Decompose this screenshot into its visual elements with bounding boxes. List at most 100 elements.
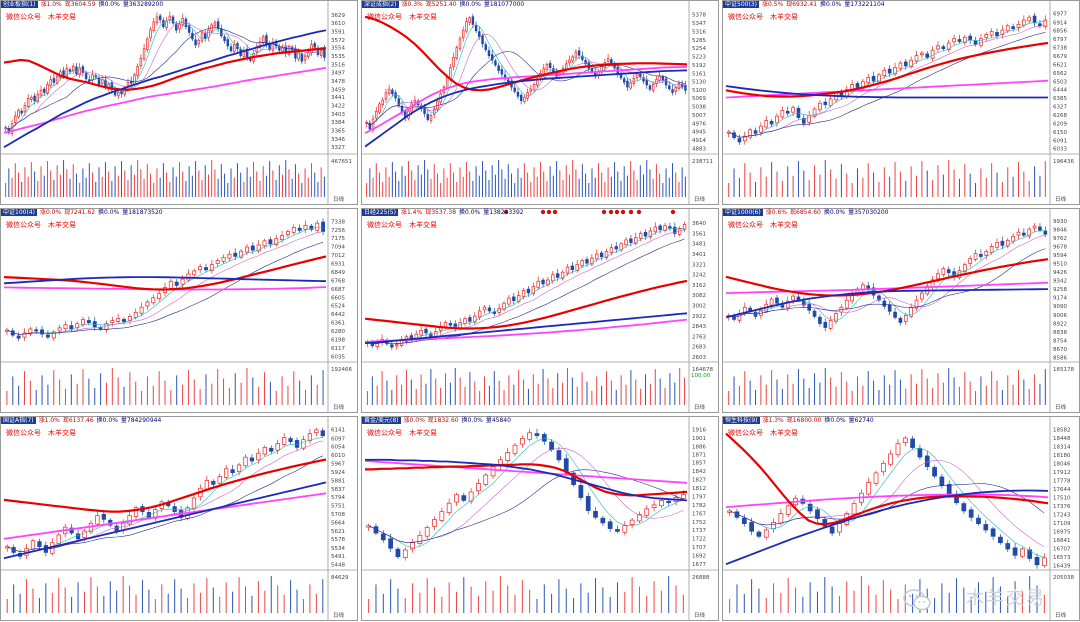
volume-bar — [133, 174, 135, 197]
chart-panel-4[interactable]: 7338 7256 7175 7094 7012 6931 6849 6768 6687 6605… — [0, 208, 358, 413]
volume-bar — [449, 382, 451, 405]
volume-bar — [233, 177, 235, 197]
volume-bar — [1036, 585, 1038, 613]
header-volume: 量363289200 — [122, 1, 164, 8]
y-tick-label: 8838 — [1053, 330, 1067, 336]
candle — [664, 75, 668, 89]
candle — [309, 223, 314, 232]
chart-panel-8[interactable]: 1916 1901 1886 1871 1857 1842 1827 1812 1797 1782… — [361, 416, 719, 621]
candle — [215, 258, 220, 268]
chart-panel-6[interactable]: 9930 9846 9762 9678 9594 9510 9426 9342 9258 9174… — [722, 208, 1080, 413]
volume-bar — [455, 591, 457, 613]
volume-bar — [781, 388, 783, 405]
volume-bar — [633, 170, 635, 197]
chart-panel-9[interactable]: 18582 18448 18314 18180 18046 17912 17778 17644… — [722, 416, 1080, 621]
y-tick-label: 5881 — [331, 478, 345, 484]
volume-bar — [773, 583, 775, 613]
volume-bar — [565, 165, 567, 197]
volume-bar — [436, 173, 438, 197]
volume-bar — [420, 174, 422, 197]
candle — [930, 46, 935, 62]
volume-bar — [291, 178, 293, 197]
volume-max-label: 165178 — [1053, 367, 1074, 373]
candle — [873, 470, 879, 487]
candle — [473, 312, 477, 325]
y-tick-label: 5534 — [331, 546, 345, 552]
candle — [127, 510, 132, 527]
candle — [577, 46, 581, 60]
y-tick-label: 9090 — [1053, 304, 1067, 310]
header-symbol: 创业板指(1) — [1, 1, 38, 8]
volume-bar — [236, 163, 238, 197]
candle — [526, 286, 531, 297]
volume-bar — [588, 183, 590, 197]
candle — [288, 436, 293, 445]
ma-line-thick — [364, 15, 688, 92]
volume-bar — [635, 379, 637, 405]
volume-bar — [615, 389, 617, 405]
chart-header: 中证100(4) 涨0.0% 现7241.62 换0.0% 量181873520 — [1, 208, 163, 217]
candle — [262, 445, 267, 457]
y-tick-label: 5794 — [331, 495, 345, 501]
ma-line-thick — [3, 47, 327, 91]
volume-bar — [401, 384, 403, 405]
candle — [397, 94, 401, 108]
chart-panel-3[interactable]: 6977 6914 6856 6797 6738 6679 6621 6562 6503 6444… — [722, 0, 1080, 205]
candle — [1020, 546, 1025, 559]
candle — [622, 76, 626, 86]
y-tick-label: 7094 — [331, 245, 345, 251]
volume-bar — [72, 164, 74, 197]
volume-bar — [225, 582, 227, 613]
chart-panel-1[interactable]: 3629 3610 3591 3572 3554 3535 3516 3497 3478 3459… — [0, 0, 358, 205]
volume-bar — [626, 175, 628, 197]
candle — [471, 13, 475, 29]
volume-bar — [970, 596, 972, 613]
candle — [22, 328, 27, 341]
candle — [28, 326, 33, 337]
candle — [399, 335, 404, 348]
volume-bar — [755, 389, 757, 405]
volume-bar — [41, 375, 43, 405]
candle — [775, 113, 779, 127]
candle — [599, 250, 604, 261]
y-tick-label: 7256 — [331, 228, 345, 234]
y-tick-label: 1797 — [692, 494, 706, 500]
period-label: 日线 — [1055, 403, 1067, 411]
volume-bar — [130, 165, 132, 197]
volume-bar — [309, 584, 311, 613]
candle — [482, 304, 487, 314]
candle — [187, 22, 191, 37]
header-turnover: 换0.0% — [96, 417, 118, 424]
volume-bar — [926, 378, 928, 405]
y-tick-label: 5254 — [692, 46, 706, 52]
ma-line-thin — [368, 438, 684, 548]
y-tick-label: 4914 — [692, 138, 706, 144]
volume-bar — [148, 589, 150, 613]
y-tick-label: 5069 — [692, 96, 706, 102]
volume-max-label: 192466 — [331, 367, 352, 373]
header-price: 现6932.41 — [786, 1, 818, 8]
volume-bar — [941, 583, 943, 613]
candle — [674, 85, 677, 96]
volume-bar — [162, 163, 164, 197]
y-tick-label: 9426 — [1053, 270, 1067, 276]
chart-panel-7[interactable]: 6141 6097 6054 6010 5967 5924 5881 5837 5794 5751… — [0, 416, 358, 621]
candle — [920, 290, 924, 303]
y-tick-label: 17243 — [1053, 513, 1071, 519]
volume-bar — [264, 590, 266, 613]
volume-bar — [440, 387, 442, 405]
chart-panel-2[interactable]: 5378 5347 5316 5285 5254 5223 5192 5161 5130 5100… — [361, 0, 719, 205]
header-volume: 量173221104 — [844, 1, 885, 8]
candle — [461, 492, 467, 503]
y-tick-label: 2922 — [692, 314, 706, 320]
candle — [155, 12, 159, 26]
volume-bar — [942, 174, 944, 197]
candle — [51, 329, 56, 342]
volume-bar — [1023, 171, 1025, 197]
chart-panel-5[interactable]: 3640 3561 3481 3401 3321 3242 3162 3082 3002 2922… — [361, 208, 719, 413]
candle — [239, 249, 244, 260]
volume-bar — [371, 376, 373, 405]
volume-bar — [88, 163, 90, 197]
candle — [529, 84, 533, 96]
